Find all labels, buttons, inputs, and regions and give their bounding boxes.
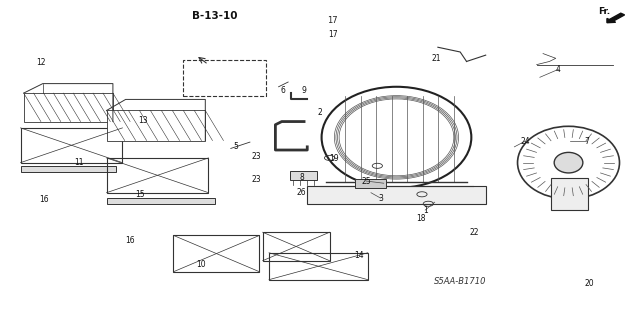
Text: 18: 18	[416, 214, 426, 223]
Text: 17: 17	[328, 30, 337, 39]
Bar	[355, 179, 386, 188]
Text: 14: 14	[355, 251, 364, 260]
Bar	[106, 158, 209, 193]
Bar	[106, 110, 205, 141]
Text: 24: 24	[520, 137, 530, 146]
Bar	[550, 178, 588, 210]
Text: 23: 23	[252, 175, 261, 184]
Text: Fr.: Fr.	[598, 7, 610, 16]
Text: 25: 25	[361, 176, 371, 186]
Text: 22: 22	[470, 228, 479, 237]
Text: 17: 17	[328, 16, 338, 25]
Ellipse shape	[518, 126, 620, 199]
Bar	[173, 235, 259, 272]
Text: 16: 16	[125, 236, 135, 245]
Text: 2: 2	[317, 108, 323, 117]
Text: 7: 7	[584, 137, 589, 146]
FancyArrow shape	[607, 13, 625, 23]
Bar	[20, 128, 122, 163]
Text: 4: 4	[556, 65, 561, 74]
Text: 12: 12	[36, 58, 45, 67]
Ellipse shape	[554, 152, 583, 173]
Text: 16: 16	[39, 196, 49, 204]
Text: 21: 21	[431, 55, 441, 63]
Bar	[106, 198, 215, 204]
Text: 26: 26	[296, 188, 306, 197]
Text: 15: 15	[136, 190, 145, 199]
Bar	[24, 93, 113, 122]
Text: 23: 23	[252, 152, 261, 161]
Text: 3: 3	[378, 194, 383, 203]
Text: 19: 19	[329, 154, 339, 163]
Text: B-13-10: B-13-10	[192, 11, 237, 21]
Text: 9: 9	[301, 86, 307, 95]
Bar	[20, 167, 116, 172]
Text: 8: 8	[300, 173, 305, 182]
Text: 6: 6	[280, 86, 285, 95]
Text: 11: 11	[74, 158, 84, 167]
Text: S5AA-B1710: S5AA-B1710	[434, 277, 486, 286]
Bar	[269, 253, 368, 280]
Bar	[307, 186, 486, 204]
Text: 10: 10	[196, 260, 206, 269]
Text: 20: 20	[584, 279, 594, 288]
Bar	[262, 232, 330, 261]
Text: 1: 1	[423, 206, 428, 215]
Text: 13: 13	[138, 116, 148, 125]
Ellipse shape	[321, 87, 471, 188]
Bar	[290, 171, 317, 180]
Text: 5: 5	[234, 142, 238, 151]
